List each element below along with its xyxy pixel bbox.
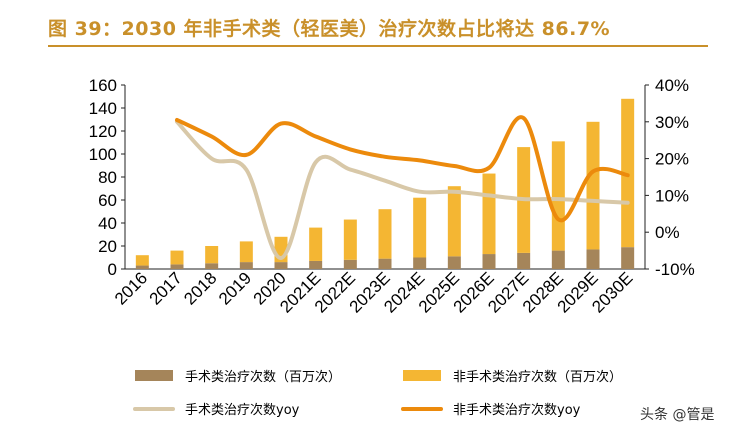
legend-label: 手术类治疗次数（百万次） <box>185 369 341 385</box>
bar-nonsurgical <box>205 246 219 264</box>
x-tick-label: 2017 <box>146 268 186 308</box>
bar-nonsurgical <box>447 186 461 257</box>
legend-swatch-bar <box>403 370 441 381</box>
bar-nonsurgical <box>343 219 357 260</box>
bar-surgical <box>274 262 288 269</box>
bar-nonsurgical <box>239 241 253 263</box>
bar-surgical <box>170 264 184 269</box>
right-y-tick-label: 0% <box>655 223 680 242</box>
bar-surgical <box>343 259 357 269</box>
bar-surgical <box>239 262 253 269</box>
left-y-tick-label: 140 <box>89 99 117 118</box>
left-y-tick-label: 40 <box>98 214 117 233</box>
left-y-tick-label: 0 <box>108 260 117 279</box>
bar-nonsurgical <box>378 209 392 259</box>
bar-surgical <box>621 247 635 269</box>
bar-nonsurgical <box>309 227 323 261</box>
bar-nonsurgical <box>413 197 427 258</box>
bar-nonsurgical <box>621 98 635 248</box>
bar-nonsurgical <box>170 250 184 265</box>
x-tick-label: 2019 <box>215 268 255 308</box>
left-y-tick-label: 160 <box>89 76 117 95</box>
left-y-tick-label: 120 <box>89 122 117 141</box>
legend-swatch-bar <box>135 370 173 381</box>
title-underline <box>48 45 708 47</box>
bar-nonsurgical <box>551 141 565 251</box>
right-y-tick-label: 40% <box>655 76 689 95</box>
bar-surgical <box>447 256 461 269</box>
right-y-tick-label: -10% <box>655 260 695 279</box>
bar-surgical <box>586 249 600 269</box>
right-y-tick-label: 20% <box>655 150 689 169</box>
bar-surgical <box>205 263 219 269</box>
left-y-tick-label: 60 <box>98 191 117 210</box>
bar-surgical <box>413 257 427 269</box>
watermark: 头条 @管是 <box>640 407 715 423</box>
left-y-tick-label: 80 <box>98 168 117 187</box>
line-nonsurgical-yoy <box>175 115 630 223</box>
bar-nonsurgical <box>135 255 149 266</box>
bar-nonsurgical <box>586 121 600 250</box>
bar-surgical <box>378 258 392 269</box>
bar-surgical <box>135 265 149 269</box>
bar-surgical <box>551 250 565 269</box>
legend-label: 非手术类治疗次数（百万次） <box>453 369 622 385</box>
bar-nonsurgical <box>482 173 496 255</box>
x-tick-label: 2018 <box>180 268 220 308</box>
bar-surgical <box>482 254 496 269</box>
left-y-tick-label: 20 <box>98 237 117 256</box>
chart-title: 图 39：2030 年非手术类（轻医美）治疗次数占比将达 86.7% <box>48 18 611 40</box>
bar-surgical <box>309 260 323 269</box>
bar-surgical <box>517 252 531 269</box>
right-y-tick-label: 10% <box>655 186 689 205</box>
legend-label: 手术类治疗次数yoy <box>185 402 300 418</box>
left-y-tick-label: 100 <box>89 145 117 164</box>
x-tick-label: 2016 <box>111 268 151 308</box>
legend-label: 非手术类治疗次数yoy <box>453 402 581 418</box>
right-y-tick-label: 30% <box>655 113 689 132</box>
